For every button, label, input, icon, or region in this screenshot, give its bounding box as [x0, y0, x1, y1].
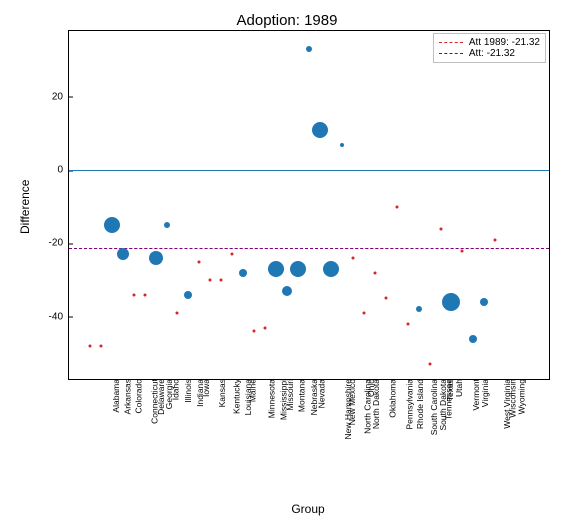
legend-label: Att 1989: -21.32 — [469, 37, 540, 48]
scatter-point — [184, 291, 192, 299]
legend-line-icon — [439, 42, 463, 43]
xtick-label: Maine — [244, 379, 258, 402]
xtick-label: Colorado — [129, 379, 143, 414]
scatter-point — [104, 217, 120, 233]
xtick-label: New Mexico — [343, 379, 357, 425]
scatter-point — [384, 297, 387, 300]
scatter-point — [264, 326, 267, 329]
scatter-point — [268, 261, 284, 277]
legend-entry: Att 1989: -21.32 — [439, 37, 540, 48]
scatter-point — [88, 345, 91, 348]
reference-line — [69, 170, 549, 171]
scatter-point — [176, 312, 179, 315]
scatter-point — [442, 293, 460, 311]
scatter-point — [312, 122, 328, 138]
ytick-label: -20 — [49, 238, 69, 249]
xtick-label: Kansas — [214, 379, 228, 407]
scatter-point — [231, 253, 234, 256]
ytick-label: 20 — [52, 91, 69, 102]
xtick-label: Rhode Island — [411, 379, 425, 429]
scatter-point — [480, 298, 488, 306]
scatter-point — [469, 335, 477, 343]
scatter-point — [220, 279, 223, 282]
scatter-point — [290, 261, 306, 277]
xtick-label: Oklahoma — [383, 379, 397, 418]
scatter-point — [461, 249, 464, 252]
plot-area: -40-20020AlabamaArkansasColoradoConnecti… — [68, 30, 550, 380]
scatter-point — [340, 143, 344, 147]
ytick-label: -40 — [49, 311, 69, 322]
scatter-point — [143, 293, 146, 296]
xtick-label: Wyoming — [513, 379, 527, 414]
xtick-label: Utah — [449, 379, 463, 397]
scatter-point — [373, 271, 376, 274]
xtick-label: Iowa — [197, 379, 211, 397]
scatter-point — [239, 269, 247, 277]
scatter-point — [99, 345, 102, 348]
scatter-point — [306, 46, 312, 52]
legend: Att 1989: -21.32Att: -21.32 — [433, 33, 546, 63]
scatter-point — [132, 293, 135, 296]
legend-line-icon — [439, 53, 463, 54]
scatter-point — [253, 330, 256, 333]
scatter-point — [416, 306, 422, 312]
scatter-point — [362, 312, 365, 315]
scatter-point — [351, 257, 354, 260]
scatter-point — [494, 238, 497, 241]
reference-line — [69, 248, 549, 249]
scatter-point — [117, 248, 129, 260]
legend-label: Att: -21.32 — [469, 48, 515, 59]
ytick-label: 0 — [57, 165, 69, 176]
xtick-label: Nevada — [313, 379, 327, 408]
scatter-point — [395, 205, 398, 208]
scatter-point — [406, 323, 409, 326]
scatter-point — [439, 227, 442, 230]
x-axis-label: Group — [68, 502, 548, 516]
xtick-label: Virginia — [477, 379, 491, 407]
xtick-label: Ohio — [362, 379, 376, 397]
legend-entry: Att: -21.32 — [439, 48, 540, 59]
figure: Adoption: 1989 -40-20020AlabamaArkansasC… — [0, 0, 574, 522]
scatter-point — [198, 260, 201, 263]
scatter-point — [428, 363, 431, 366]
y-axis-label: Difference — [18, 180, 32, 234]
chart-title: Adoption: 1989 — [0, 12, 574, 29]
scatter-point — [323, 261, 339, 277]
scatter-point — [149, 251, 163, 265]
scatter-point — [209, 279, 212, 282]
scatter-point — [164, 222, 170, 228]
scatter-point — [282, 286, 292, 296]
